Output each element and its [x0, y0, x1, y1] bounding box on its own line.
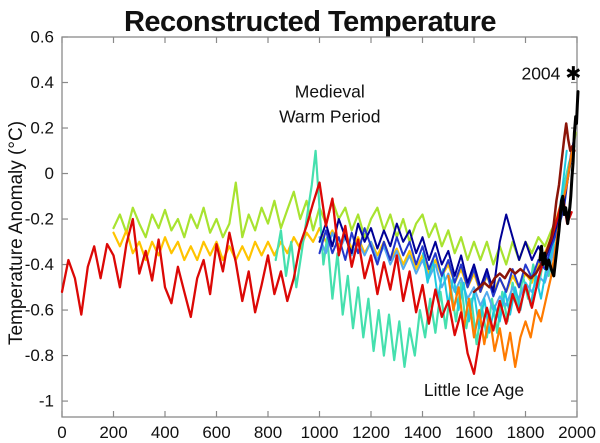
x-tick-label: 600 — [202, 423, 230, 442]
y-tick-label: -1 — [39, 392, 54, 411]
y-tick-label: 0.4 — [30, 73, 54, 92]
x-tick-label: 1800 — [507, 423, 545, 442]
series-orange-reconstruction-line — [447, 149, 574, 368]
y-tick-label: -0.2 — [25, 210, 54, 229]
x-tick-label: 2000 — [558, 423, 596, 442]
medieval-warm-period-label: Medieval Warm Period — [279, 82, 380, 127]
series-instrumental-record-line — [538, 90, 580, 278]
series-aquamarine-reconstruction-line — [274, 145, 576, 368]
y-tick-label: -0.4 — [25, 255, 54, 274]
y-tick-label: 0 — [45, 164, 54, 183]
instrumental-2004-star: ✱ — [565, 63, 581, 85]
y-tick-label: -0.8 — [25, 346, 54, 365]
series-cyan-reconstruction-line — [422, 149, 568, 334]
x-tick-label: 1600 — [455, 423, 493, 442]
series-dark-blue-reconstruction-line — [318, 131, 576, 293]
x-tick-label: 1400 — [404, 423, 442, 442]
plot-area: 0 200 400 600 800 1000 1200 1400 1600 1800 2000 0.6… — [25, 28, 596, 443]
series-dark-red-reconstruction-line — [472, 122, 576, 294]
year-2004-label: 2004 — [521, 64, 560, 84]
x-tick-label: 800 — [254, 423, 282, 442]
x-tick-label: 1000 — [301, 423, 339, 442]
x-tick-label: 200 — [99, 423, 127, 442]
y-tick-label: -0.6 — [25, 301, 54, 320]
x-tick-label: 400 — [151, 423, 179, 442]
series-blue-reconstruction-line — [318, 145, 573, 298]
y-axis-label: Temperature Anomaly (°C) — [6, 121, 27, 345]
series-red-reconstruction-line — [60, 181, 573, 375]
x-tick-label: 0 — [57, 423, 66, 442]
y-tick-label: 0.6 — [30, 28, 54, 47]
y-tick-label: 0.2 — [30, 119, 54, 138]
x-tick-label: 1200 — [352, 423, 390, 442]
series-chartreuse-reconstruction-line — [112, 131, 577, 266]
little-ice-age-label: Little Ice Age — [424, 380, 524, 400]
chart-title: Reconstructed Temperature — [124, 6, 496, 38]
